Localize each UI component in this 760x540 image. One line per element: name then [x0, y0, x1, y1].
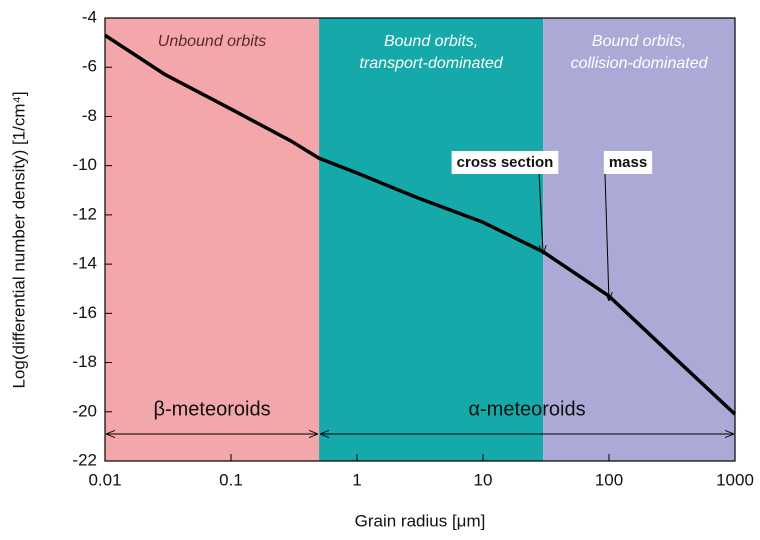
- annotation-label: mass: [609, 154, 647, 171]
- region-label: transport-dominated: [360, 55, 504, 72]
- y-tick-label: -22: [72, 450, 97, 469]
- y-axis-label: Log(differential number density) [1/cm⁴]: [9, 91, 28, 388]
- y-tick-label: -14: [72, 254, 97, 273]
- region-label: Unbound orbits: [158, 33, 267, 50]
- data-line: [104, 33, 737, 416]
- region-label: Bound orbits,: [384, 33, 478, 50]
- y-tick-label: -4: [82, 7, 97, 26]
- annotation-box: [603, 150, 653, 174]
- x-axis-label: Grain radius [μm]: [355, 511, 486, 530]
- region: [105, 18, 320, 461]
- x-tick-label: 10: [474, 470, 493, 489]
- annotation-arrow: [604, 173, 609, 301]
- y-tick-label: -12: [72, 204, 97, 223]
- range-label: β-meteoroids: [153, 398, 270, 420]
- region: [543, 18, 735, 461]
- x-tick-label: 0.01: [88, 470, 121, 489]
- annotation-label: cross section: [457, 154, 554, 171]
- x-tick-label: 1000: [716, 470, 754, 489]
- plot-frame: [104, 17, 736, 462]
- x-tick-label: 0.1: [219, 470, 243, 489]
- y-tick-label: -8: [82, 106, 97, 125]
- annotation-arrow: [538, 173, 543, 254]
- y-tick-label: -6: [82, 57, 97, 76]
- region: [319, 18, 544, 461]
- region-label: Bound orbits,: [592, 33, 686, 50]
- x-tick-label: 100: [595, 470, 623, 489]
- y-tick-label: -16: [72, 303, 97, 322]
- annotation-box: [451, 150, 559, 174]
- range-label: α-meteoroids: [468, 398, 585, 420]
- y-tick-label: -18: [72, 352, 97, 371]
- region-label: collision-dominated: [571, 55, 709, 72]
- y-tick-label: -10: [72, 155, 97, 174]
- x-tick-label: 1: [352, 470, 361, 489]
- y-tick-label: -20: [72, 401, 97, 420]
